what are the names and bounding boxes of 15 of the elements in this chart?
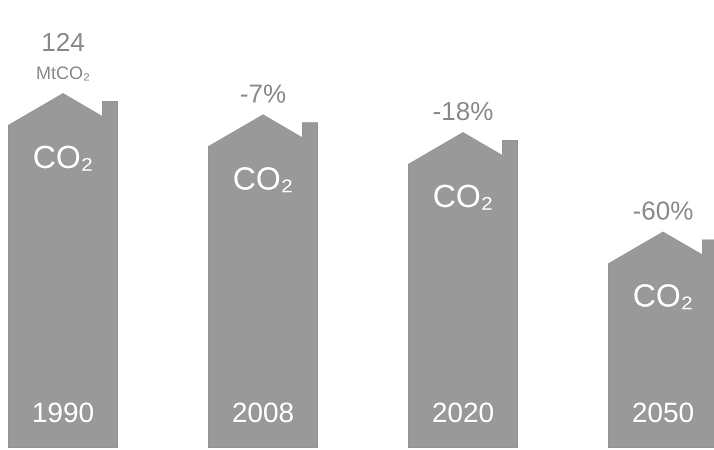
bar [408,132,518,448]
bar [208,114,318,448]
x-tick-label: 2008 [232,397,294,428]
annotation: CO₂ [232,160,294,196]
annotation: -60% [632,195,694,226]
x-tick-label: 2020 [432,397,494,428]
x-tick-label: 2050 [632,397,694,428]
bar [8,93,118,448]
annotation: CO₂ [632,277,694,314]
annotation: -7% [240,78,286,108]
x-tick-label: 1990 [32,397,94,428]
annotation: CO₂ [32,139,94,175]
text: 124 MtCO₂ [36,27,90,83]
annotation: CO₂ [432,178,494,214]
annotation: -18% [432,96,494,126]
